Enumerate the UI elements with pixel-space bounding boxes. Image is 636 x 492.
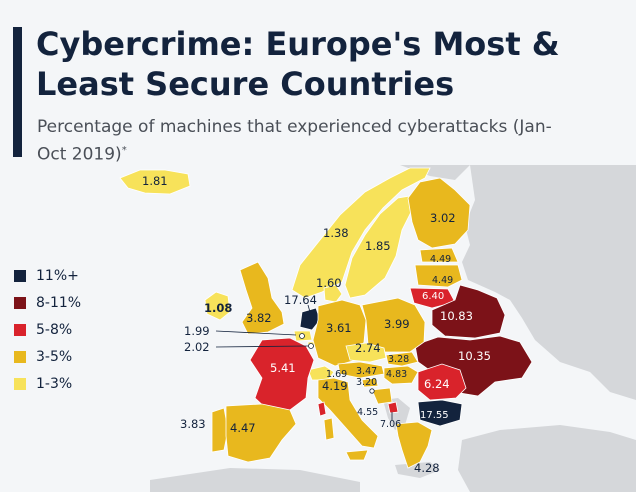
value-latvia: 4.49	[432, 275, 453, 286]
value-norway: 1.38	[323, 226, 349, 240]
value-ukraine: 10.35	[458, 349, 491, 363]
legend: 11%+ 8-11% 5-8% 3-5% 1-3%	[14, 262, 81, 397]
legend-item: 11%+	[14, 262, 81, 289]
country-finland	[407, 177, 471, 249]
value-bosnia: 4.55	[357, 407, 378, 418]
subtitle-text: Percentage of machines that experienced …	[37, 117, 552, 165]
legend-label: 11%+	[36, 267, 79, 284]
value-slovakia: 3.28	[388, 354, 409, 365]
country-switzerland	[307, 365, 335, 381]
value-austria: 3.47	[356, 366, 377, 377]
land-cyprus-region	[395, 462, 440, 478]
country-sicily	[345, 449, 369, 461]
country-poland	[361, 297, 426, 353]
value-netherlands: 17.64	[284, 293, 317, 307]
value-hungary: 4.83	[386, 369, 407, 380]
country-romania	[417, 363, 467, 401]
country-bosnia	[371, 387, 393, 405]
country-czechia	[345, 342, 387, 363]
value-montenegro: 7.06	[380, 419, 401, 430]
value-portugal: 3.83	[180, 417, 206, 431]
value-sweden: 1.85	[365, 239, 391, 253]
country-sardinia	[323, 417, 335, 441]
value-spain: 4.47	[230, 421, 256, 435]
leader-line-netherlands	[307, 304, 311, 313]
value-romania: 6.24	[424, 377, 450, 391]
value-france: 5.41	[270, 361, 296, 375]
country-iceland	[119, 169, 191, 195]
country-slovakia	[385, 351, 419, 367]
value-finland: 3.02	[430, 211, 456, 225]
value-luxembourg: 2.02	[184, 340, 210, 354]
value-denmark: 1.60	[316, 276, 342, 290]
country-uk	[239, 261, 285, 335]
marker-slovenia	[369, 388, 375, 394]
country-bulgaria	[417, 399, 463, 427]
value-poland: 3.99	[384, 317, 410, 331]
country-corsica	[317, 401, 327, 417]
value-estonia: 4.49	[430, 254, 451, 265]
country-ireland	[204, 291, 231, 321]
value-slovenia: 3.20	[356, 377, 377, 388]
country-montenegro	[387, 401, 399, 414]
land-russia	[462, 165, 636, 400]
legend-label: 5-8%	[36, 321, 73, 338]
value-iceland: 1.81	[142, 174, 168, 188]
legend-swatch	[14, 350, 26, 363]
marker-belgium	[299, 333, 305, 339]
title-accent-bar	[13, 27, 22, 157]
value-uk: 3.82	[246, 311, 272, 325]
legend-item: 8-11%	[14, 289, 81, 316]
legend-swatch	[14, 323, 26, 336]
country-latvia	[414, 264, 463, 288]
country-hungary	[383, 365, 419, 385]
legend-label: 3-5%	[36, 348, 73, 365]
country-italy	[317, 377, 379, 449]
marker-luxembourg	[308, 343, 314, 349]
country-denmark	[323, 284, 343, 303]
country-france	[249, 337, 315, 411]
value-germany: 3.61	[326, 321, 352, 335]
legend-label: 1-3%	[36, 375, 73, 392]
country-belarus	[431, 284, 506, 339]
legend-swatch	[14, 296, 26, 309]
country-estonia	[419, 247, 459, 263]
land-turkey	[458, 425, 636, 492]
value-greece: 4.28	[414, 461, 440, 475]
leader-line-luxembourg	[215, 345, 309, 348]
country-netherlands	[299, 307, 321, 331]
value-italy: 4.19	[322, 379, 348, 393]
page-subtitle: Percentage of machines that experienced …	[37, 116, 557, 167]
country-slovenia	[361, 377, 379, 388]
page-title: Cybercrime: Europe's Most & Least Secure…	[36, 25, 560, 103]
value-belarus: 10.83	[440, 309, 473, 323]
legend-swatch	[14, 269, 26, 282]
land-north-africa	[150, 468, 360, 492]
value-belgium: 1.99	[184, 324, 210, 338]
legend-label: 8-11%	[36, 294, 82, 311]
value-lithuania: 6.40	[422, 291, 444, 302]
legend-item: 1-3%	[14, 370, 81, 397]
legend-swatch	[14, 377, 26, 390]
legend-item: 3-5%	[14, 343, 81, 370]
country-spain	[225, 403, 297, 463]
leader-line-belgium	[215, 330, 297, 336]
value-ireland: 1.08	[204, 301, 232, 315]
value-czechia: 2.74	[355, 341, 381, 355]
value-switzerland: 1.69	[326, 369, 347, 380]
country-greece	[395, 421, 433, 469]
value-bulgaria: 17.55	[420, 410, 449, 421]
legend-item: 5-8%	[14, 316, 81, 343]
subtitle-footnote-mark: *	[121, 145, 127, 156]
